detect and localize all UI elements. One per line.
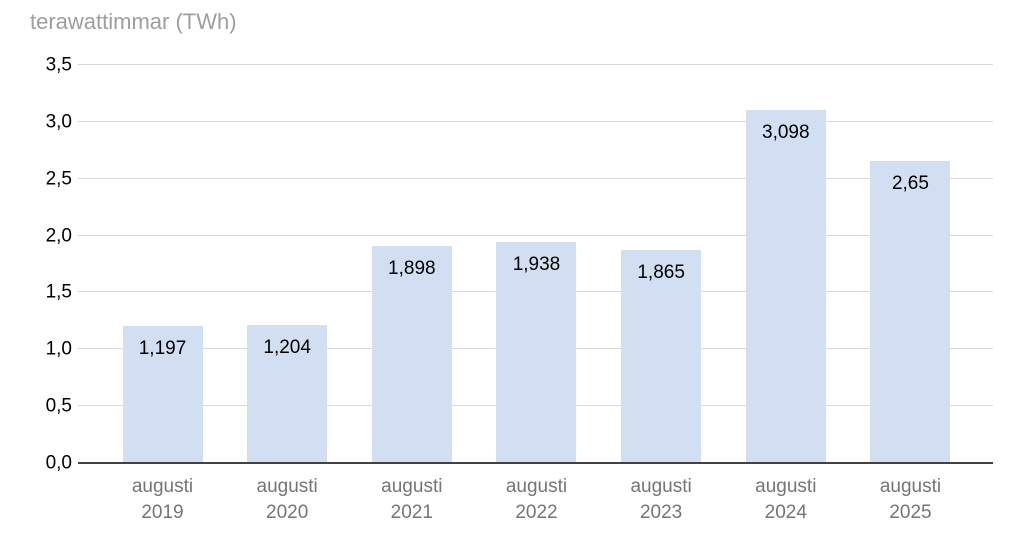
bar <box>122 325 203 462</box>
x-axis-label-month: augusti <box>256 476 318 497</box>
bar <box>870 160 951 462</box>
x-axis-label-year: 2021 <box>390 502 433 523</box>
gridline-3-5 <box>78 64 993 65</box>
chart-title: terawattimmar (TWh) <box>30 9 237 34</box>
x-axis-label-month: augusti <box>630 476 692 497</box>
bar <box>496 241 577 462</box>
bar-value-label: 2,65 <box>891 172 929 194</box>
gridline-2-0 <box>78 234 993 236</box>
x-axis-label-year: 2024 <box>764 502 807 523</box>
y-tick-label: 2,5 <box>45 168 72 190</box>
y-tick-label: 1,5 <box>45 281 72 303</box>
bar <box>371 246 452 462</box>
x-axis-label: augusti 2023 <box>596 474 726 526</box>
bar-value-label: 3,098 <box>762 121 810 143</box>
y-tick-label: 0,5 <box>45 395 72 417</box>
x-axis-label: augusti 2020 <box>222 474 352 526</box>
x-axis-label: augusti 2025 <box>845 474 975 526</box>
x-axis-label: augusti 2019 <box>98 474 228 526</box>
bar-value-label: 1,197 <box>138 337 187 359</box>
bar <box>621 249 702 462</box>
x-axis-label: augusti 2024 <box>721 474 851 526</box>
gridline-2-5 <box>78 177 993 179</box>
x-axis-label-month: augusti <box>381 476 443 497</box>
x-axis-label-month: augusti <box>131 476 194 497</box>
x-axis-label-year: 2019 <box>141 502 184 523</box>
bar-value-label: 1,204 <box>263 337 311 359</box>
x-axis-label-year: 2025 <box>889 502 932 523</box>
bar <box>247 325 328 462</box>
x-axis-label: augusti 2021 <box>347 474 477 526</box>
bar-value-label: 1,865 <box>637 261 685 283</box>
x-axis-label-year: 2020 <box>266 502 309 523</box>
y-tick-label: 0,0 <box>45 452 72 474</box>
bar-value-label: 1,898 <box>388 258 436 280</box>
x-axis-line <box>78 462 993 464</box>
bar <box>745 109 826 462</box>
y-tick-label: 1,0 <box>45 338 72 360</box>
x-axis-label: augusti 2022 <box>471 474 601 526</box>
y-tick-label: 3,5 <box>45 54 72 76</box>
x-axis-label-month: augusti <box>879 476 942 497</box>
gridline-3-0 <box>78 120 993 122</box>
x-axis-label-year: 2023 <box>639 502 683 523</box>
y-tick-label: 3,0 <box>45 111 72 133</box>
x-axis-label-month: augusti <box>505 476 568 497</box>
x-axis-label-month: augusti <box>755 476 817 497</box>
bar-value-label: 1,938 <box>512 253 561 275</box>
x-axis-label-year: 2022 <box>515 502 558 523</box>
y-tick-label: 2,0 <box>45 225 72 247</box>
